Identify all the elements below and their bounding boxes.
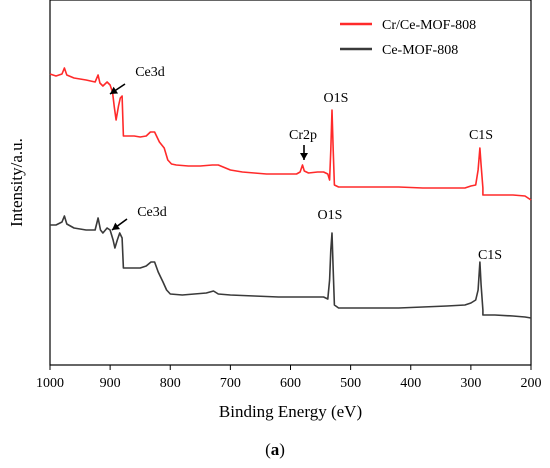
x-tick-label: 500 <box>340 376 361 391</box>
legend-label: Ce-MOF-808 <box>382 43 458 58</box>
x-tick-label: 1000 <box>36 376 64 391</box>
series-line-ce-mof-808 <box>50 215 532 319</box>
x-tick-label: 900 <box>100 376 121 391</box>
x-tick-label: 600 <box>280 376 301 391</box>
annotation-arrowhead-ce3d-black <box>112 222 121 230</box>
x-axis-label: Binding Energy (eV) <box>219 402 362 421</box>
x-tick-label: 400 <box>400 376 421 391</box>
plot-area: 1000 900 800 700 600 500 400 300 200 Ce3d Cr2p O1S… <box>36 0 542 391</box>
x-tick-label: 700 <box>220 376 241 391</box>
annotation-ce3d-black: Ce3d <box>137 205 167 220</box>
annotation-c1s-black: C1S <box>478 248 502 263</box>
annotation-ce3d-red: Ce3d <box>135 65 165 80</box>
annotation-arrowhead-ce3d-red <box>110 86 119 94</box>
annotation-c1s-red: C1S <box>469 128 493 143</box>
series-line-cr-ce-mof-808 <box>49 67 532 201</box>
figure-caption: (a) <box>0 440 550 460</box>
x-axis-ticks: 1000 900 800 700 600 500 400 300 200 <box>36 365 542 391</box>
x-tick-label: 200 <box>521 376 542 391</box>
annotation-o1s-black: O1S <box>318 208 343 223</box>
plot-frame <box>49 0 532 366</box>
x-tick-label: 300 <box>460 376 481 391</box>
caption-open: ( <box>265 440 271 459</box>
annotation-arrowhead-cr2p <box>300 153 308 160</box>
caption-letter: a <box>270 440 280 459</box>
annotation-o1s-red: O1S <box>324 91 349 106</box>
caption-close: ) <box>279 440 285 459</box>
x-tick-label: 800 <box>160 376 181 391</box>
annotations: Ce3d Cr2p O1S C1S Ce3d O1S C1S <box>109 65 502 263</box>
y-axis-label: Intensity/a.u. <box>7 138 26 227</box>
series-layer <box>49 67 532 319</box>
annotation-cr2p: Cr2p <box>289 128 317 143</box>
legend-label: Cr/Ce-MOF-808 <box>382 18 476 33</box>
legend: Cr/Ce-MOF-808 Ce-MOF-808 <box>340 18 476 58</box>
xps-chart: 1000 900 800 700 600 500 400 300 200 Ce3d Cr2p O1S… <box>7 0 542 421</box>
